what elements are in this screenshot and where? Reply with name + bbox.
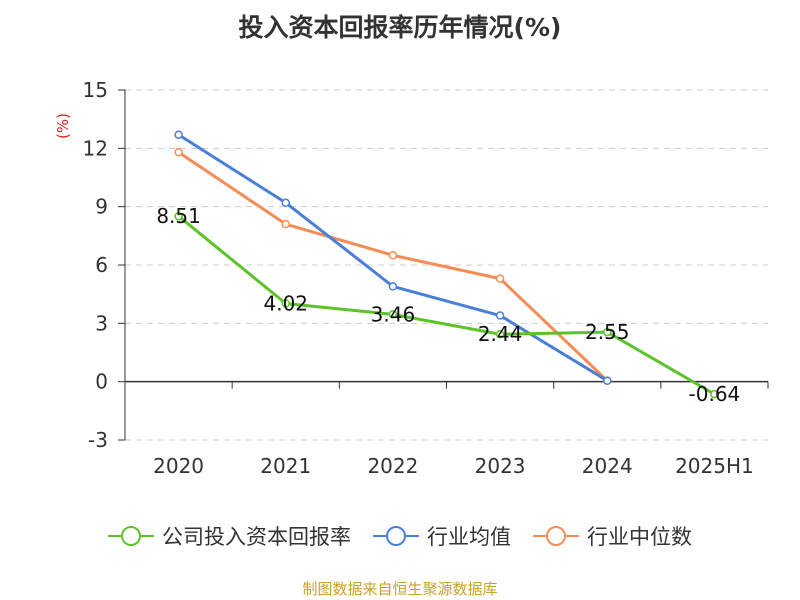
y-tick-label: 0 bbox=[95, 370, 108, 394]
data-point bbox=[710, 389, 719, 399]
data-label: -0.64 bbox=[689, 382, 741, 406]
chart-title: 投入资本回报率历年情况(%) bbox=[238, 13, 562, 42]
legend: 公司投入资本回报率 行业均值 行业中位数 bbox=[0, 518, 800, 554]
data-source-note: 制图数据来自恒生聚源数据库 bbox=[302, 580, 498, 598]
series-line-2 bbox=[177, 150, 609, 382]
data-point bbox=[174, 147, 183, 157]
y-tick-label: 15 bbox=[83, 78, 108, 102]
x-tick-label: 2021 bbox=[260, 454, 311, 478]
legend-marker-industry-avg bbox=[373, 524, 419, 548]
data-point bbox=[495, 329, 505, 339]
y-tick-label: -3 bbox=[88, 428, 108, 452]
legend-label-company: 公司投入资本回报率 bbox=[162, 525, 351, 549]
y-axis-unit-label: (%) bbox=[54, 113, 72, 139]
legend-item-company[interactable]: 公司投入资本回报率 bbox=[108, 521, 351, 551]
data-label: 8.51 bbox=[156, 204, 201, 228]
data-point bbox=[174, 211, 183, 221]
legend-label-industry-avg: 行业均值 bbox=[427, 525, 511, 549]
y-tick-label: 6 bbox=[95, 253, 108, 277]
data-point bbox=[388, 310, 398, 319]
data-point bbox=[281, 198, 290, 208]
y-tick-label: 9 bbox=[95, 195, 108, 219]
data-point bbox=[281, 299, 290, 308]
data-label: 2.44 bbox=[478, 322, 523, 346]
y-tick-label: 3 bbox=[95, 311, 108, 335]
series-line-0 bbox=[177, 215, 716, 396]
x-tick-label: 2022 bbox=[367, 454, 418, 478]
legend-marker-industry-median bbox=[533, 524, 579, 548]
legend-item-industry-median[interactable]: 行业中位数 bbox=[533, 521, 692, 551]
data-point bbox=[174, 130, 183, 139]
data-point bbox=[281, 219, 290, 229]
data-point bbox=[603, 376, 612, 385]
x-tick-label: 2023 bbox=[475, 454, 526, 478]
data-point bbox=[603, 327, 612, 337]
data-label: 3.46 bbox=[371, 302, 416, 326]
x-tick-label: 2025H1 bbox=[675, 454, 754, 478]
data-point bbox=[495, 274, 505, 283]
x-tick-label: 2024 bbox=[582, 454, 633, 478]
data-label: 2.55 bbox=[585, 320, 630, 344]
data-point bbox=[495, 311, 505, 320]
x-tick-label: 2020 bbox=[153, 454, 204, 478]
data-label: 4.02 bbox=[263, 292, 308, 316]
line-chart: -3 0 3 6 9 12 15 (%) 2020 2021 2022 2023 2024 2025H1 8… bbox=[54, 78, 769, 478]
y-tick-label: 12 bbox=[83, 136, 108, 160]
data-point bbox=[388, 251, 398, 260]
legend-label-industry-median: 行业中位数 bbox=[587, 525, 692, 549]
legend-item-industry-avg[interactable]: 行业均值 bbox=[373, 521, 511, 551]
legend-marker-company bbox=[108, 524, 154, 548]
data-point bbox=[388, 282, 398, 291]
